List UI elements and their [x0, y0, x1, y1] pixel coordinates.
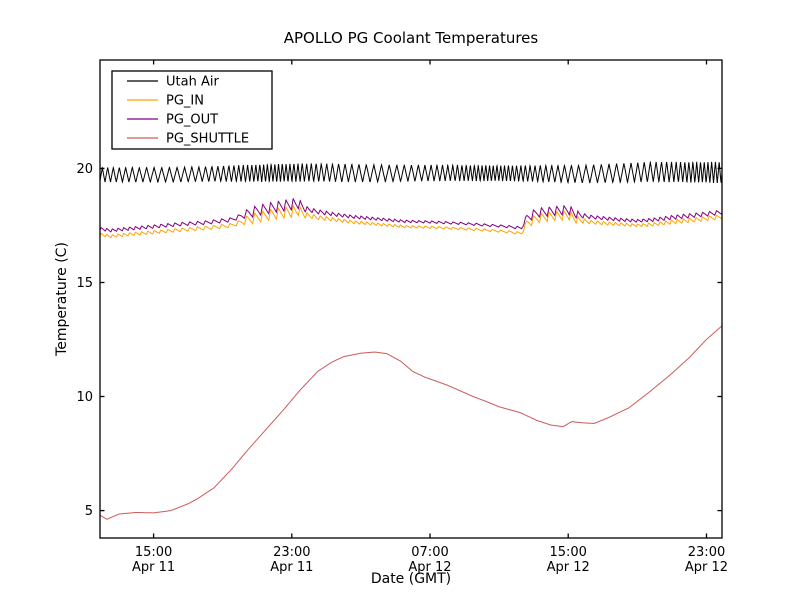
x-tick-label-time: 07:00	[411, 545, 448, 560]
chart-title: APOLLO PG Coolant Temperatures	[284, 29, 539, 47]
x-tick-label-date: Apr 11	[270, 560, 313, 575]
x-tick-label-time: 23:00	[273, 545, 310, 560]
x-tick-label-time: 15:00	[135, 545, 172, 560]
legend-label-pg-out: PG_OUT	[166, 113, 218, 128]
series-line-pg-shuttle	[99, 325, 723, 520]
plot-series-lines	[99, 160, 723, 520]
y-axis-label: Temperature (C)	[54, 242, 70, 357]
series-line-pg-out	[99, 197, 723, 233]
legend-label-utah-air: Utah Air	[166, 75, 219, 90]
legend: Utah Air PG_IN PG_OUT PG_SHUTTLE	[111, 70, 273, 150]
y-tick-label: 20	[76, 162, 93, 177]
legend-label-pg-in: PG_IN	[166, 94, 204, 109]
y-tick-label: 15	[76, 276, 93, 291]
x-tick-label-date: Apr 11	[132, 560, 175, 575]
plot-border	[99, 59, 723, 539]
y-tick-label: 5	[85, 504, 93, 519]
series-line-utah-air	[99, 160, 723, 185]
x-tick-label-date: Apr 12	[685, 560, 728, 575]
x-tick-label-date: Apr 12	[408, 560, 451, 575]
x-tick-label-time: 23:00	[688, 545, 725, 560]
x-tick-label-date: Apr 12	[547, 560, 590, 575]
x-tick-label-time: 15:00	[549, 545, 586, 560]
legend-label-pg-shuttle: PG_SHUTTLE	[166, 132, 249, 147]
series-line-pg-in	[99, 204, 723, 239]
x-axis-label: Date (GMT)	[371, 571, 451, 587]
y-tick-label: 10	[76, 390, 93, 405]
legend-box	[111, 70, 273, 150]
